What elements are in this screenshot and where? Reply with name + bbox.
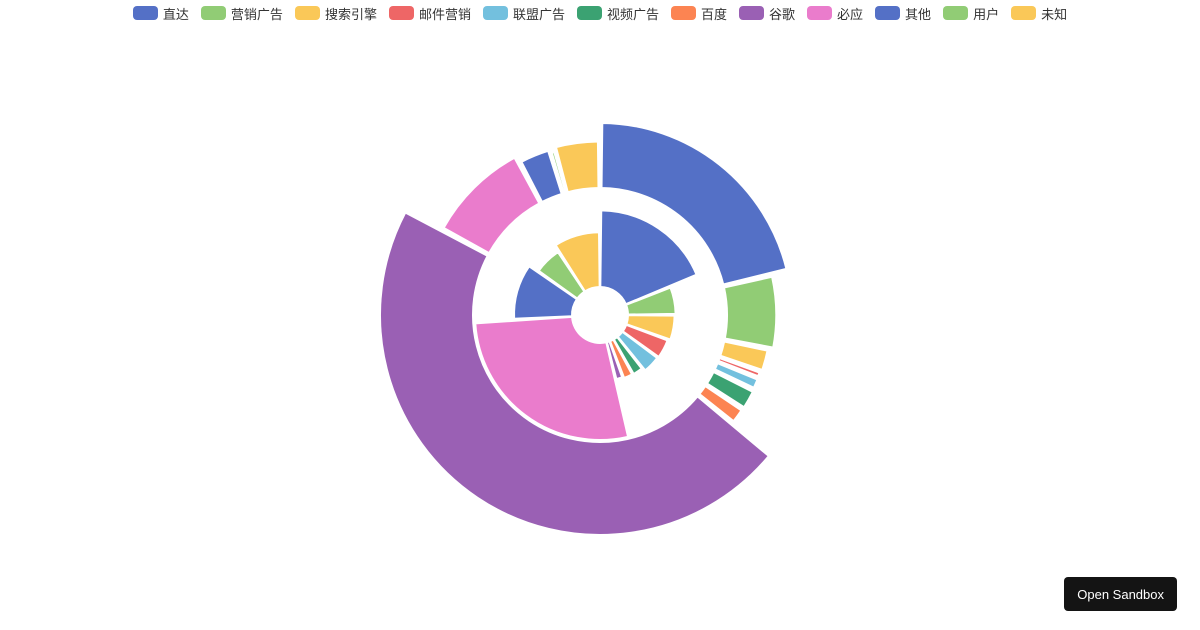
legend-label: 营销广告: [230, 7, 283, 23]
outer-ring: [379, 121, 788, 536]
legend-swatch: [132, 6, 158, 20]
legend-item[interactable]: 用户: [943, 4, 999, 23]
legend-item[interactable]: 视频广告: [576, 4, 659, 23]
legend-label: 用户: [973, 7, 1000, 23]
legend-label: 邮件营销: [418, 7, 471, 23]
legend-swatch: [576, 6, 602, 20]
legend-item[interactable]: 直达: [132, 4, 189, 23]
outer-ring-slice[interactable]: [379, 211, 770, 536]
inner-ring-slice[interactable]: [513, 265, 578, 320]
legend-swatch: [200, 6, 226, 20]
legend-item[interactable]: 联盟广告: [482, 4, 565, 23]
legend-label: 谷歌: [769, 7, 796, 23]
legend-swatch: [388, 6, 414, 20]
inner-ring-slice[interactable]: [554, 231, 601, 293]
legend-label: 视频广告: [606, 7, 659, 23]
legend-swatch: [943, 6, 969, 20]
inner-ring: [474, 209, 698, 441]
legend-label: 搜索引擎: [324, 7, 377, 23]
legend-item[interactable]: 营销广告: [200, 4, 283, 23]
outer-ring-slice[interactable]: [550, 151, 567, 195]
legend-item[interactable]: 未知: [1011, 4, 1067, 23]
legend-item[interactable]: 谷歌: [739, 4, 795, 23]
inner-ring-slice[interactable]: [474, 315, 630, 441]
inner-ring-slice[interactable]: [599, 209, 698, 306]
legend-swatch: [294, 6, 320, 20]
outer-ring-slice[interactable]: [719, 340, 769, 371]
legend-swatch: [671, 6, 696, 20]
legend-item[interactable]: 必应: [807, 4, 863, 23]
legend-label: 必应: [837, 7, 864, 23]
legend-item[interactable]: 搜索引擎: [294, 4, 377, 23]
outer-ring-slice[interactable]: [713, 362, 759, 389]
legend-label: 直达: [162, 7, 189, 23]
legend-item[interactable]: 其他: [875, 4, 931, 23]
chart-legend: 直达 营销广告 搜索引擎 邮件营销 联盟广告 视频广告 百度 谷歌 必应 其他 用户 未知: [0, 3, 1200, 23]
legend-swatch: [807, 6, 833, 20]
open-sandbox-button[interactable]: Open Sandbox: [1064, 577, 1177, 611]
outer-ring-slice[interactable]: [698, 385, 743, 423]
legend-swatch: [482, 6, 508, 20]
legend-swatch: [739, 6, 765, 20]
legend-item[interactable]: 邮件营销: [388, 4, 471, 23]
legend-swatch: [875, 6, 901, 20]
outer-ring-slice[interactable]: [717, 357, 761, 378]
legend-item[interactable]: 百度: [671, 4, 727, 23]
outer-ring-slice[interactable]: [442, 156, 541, 255]
legend-label: 未知: [1041, 7, 1068, 23]
legend-label: 联盟广告: [512, 7, 565, 23]
outer-ring-slice[interactable]: [600, 121, 788, 286]
legend-label: 其他: [905, 7, 932, 23]
outer-ring-slice[interactable]: [520, 149, 563, 204]
outer-ring-slice[interactable]: [705, 371, 754, 409]
outer-ring-slice[interactable]: [554, 140, 600, 194]
outer-ring-slice[interactable]: [722, 275, 778, 349]
legend-label: 百度: [701, 7, 728, 23]
legend-swatch: [1011, 6, 1037, 20]
